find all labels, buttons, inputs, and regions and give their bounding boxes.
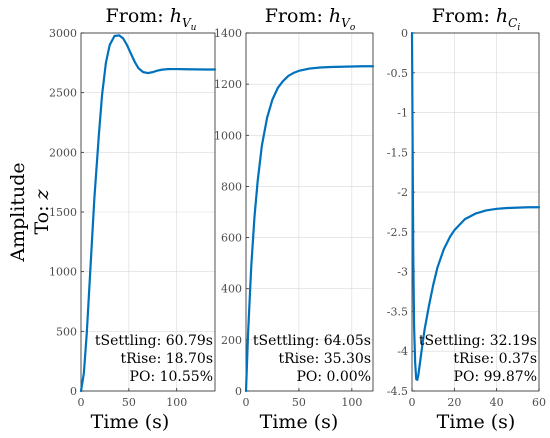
axes-box	[245, 32, 374, 392]
y-tick-label: -1	[397, 107, 408, 120]
x-tick-label: 50	[122, 396, 136, 409]
y-tick-label: -2.5	[387, 226, 408, 239]
y-tick-label: -3.5	[387, 305, 408, 318]
x-tick-label: 100	[341, 396, 362, 409]
y-tick-label: -2	[397, 186, 408, 199]
step-response-line	[410, 31, 541, 381]
y-tick-label: 1500	[49, 206, 77, 219]
y-tick-label: -1.5	[387, 146, 408, 159]
y-tick-label: 1200	[214, 78, 242, 91]
y-tick-label: 2500	[49, 87, 77, 100]
metric-annotation: tRise: 18.70s	[120, 351, 213, 367]
y-tick-label: 0	[70, 385, 77, 398]
panel-title: From: hVo	[265, 5, 356, 33]
y-tick-label: 800	[221, 180, 242, 193]
x-tick-label: 20	[447, 396, 461, 409]
y-tick-label: -0.5	[387, 67, 408, 80]
metric-annotation: PO: 10.55%	[130, 369, 213, 385]
x-tick-label: 0	[78, 396, 85, 409]
metric-annotation: tRise: 35.30s	[278, 351, 371, 367]
y-axis-output-label: To: z	[31, 188, 53, 234]
y-tick-label: -4	[397, 345, 408, 358]
x-axis-label-3: Time (s)	[437, 411, 516, 433]
panel-2: From: hVo 0 200 400 600 800 1000 1200 1400 0 50 100…	[214, 5, 375, 409]
y-tick-label: 0	[401, 27, 408, 40]
x-tick-label: 100	[166, 396, 187, 409]
x-tick-label: 0	[243, 396, 250, 409]
y-tick-label: -4.5	[387, 385, 408, 398]
y-tick-label: -3	[397, 266, 408, 279]
metric-annotation: tSettling: 60.79s	[95, 333, 213, 349]
panel-title: From: hCi	[432, 5, 521, 33]
metric-annotation: tSettling: 64.05s	[253, 333, 371, 349]
y-tick-label: 600	[221, 232, 242, 245]
metric-annotation: tSettling: 32.19s	[419, 333, 537, 349]
x-tick-label: 40	[490, 396, 504, 409]
panel-title: From: hVu	[106, 5, 197, 33]
y-tick-label: 200	[221, 334, 242, 347]
x-tick-label: 60	[532, 396, 546, 409]
y-tick-label: 400	[221, 283, 242, 296]
y-tick-label: 500	[56, 325, 77, 338]
axes-box	[80, 32, 216, 392]
x-axis-label-2: Time (s)	[260, 411, 339, 433]
metric-annotation: PO: 0.00%	[296, 369, 371, 385]
x-tick-label: 50	[292, 396, 306, 409]
y-tick-label: 3000	[49, 27, 77, 40]
step-response-line	[244, 65, 375, 393]
y-tick-label: 0	[235, 385, 242, 398]
step-response-line	[79, 34, 217, 393]
y-tick-label: 2000	[49, 146, 77, 159]
x-tick-label: 0	[409, 396, 416, 409]
panel-1: From: hVu 0 500 1000 1500 2000 2500 3000 0 50 100 t…	[49, 5, 217, 409]
y-tick-label: 1000	[49, 266, 77, 279]
y-tick-label: 1000	[214, 129, 242, 142]
y-axis-label: Amplitude	[7, 162, 29, 262]
x-axis-label-1: Time (s)	[91, 411, 170, 433]
metric-annotation: tRise: 0.37s	[453, 351, 537, 367]
y-tick-label: 1400	[214, 27, 242, 40]
metric-annotation: PO: 99.87%	[454, 369, 537, 385]
